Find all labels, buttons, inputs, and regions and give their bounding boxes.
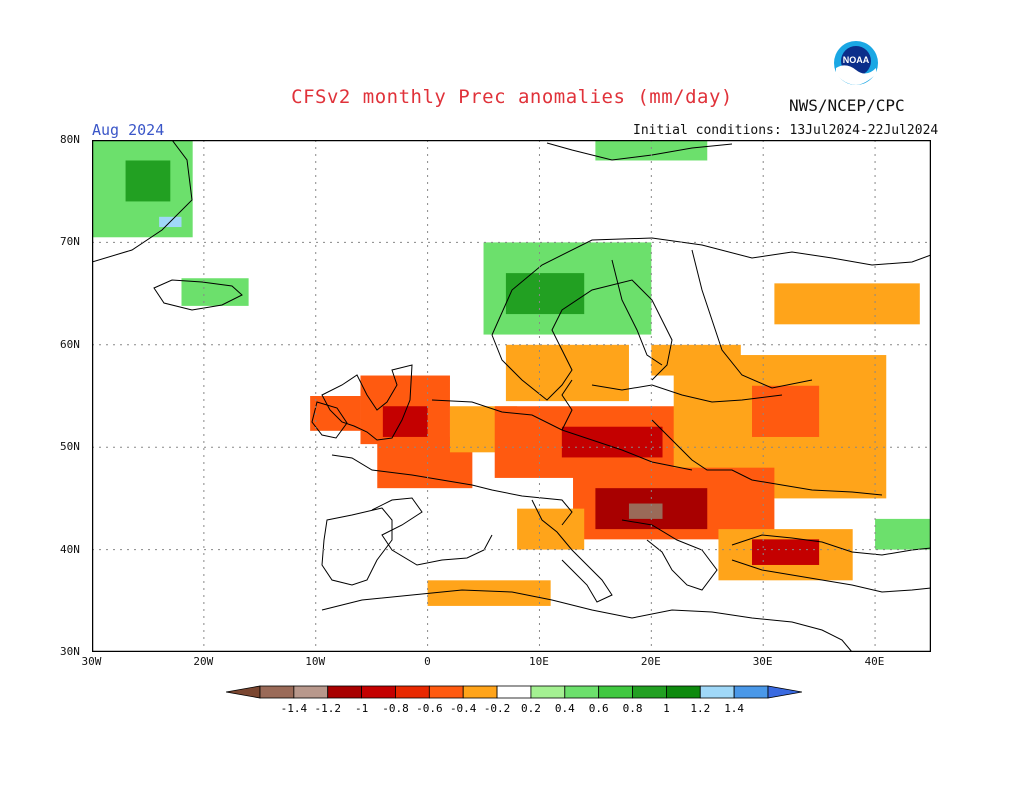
anomaly-region-norway-core bbox=[505, 273, 585, 315]
anomaly-region-iceland-wet bbox=[181, 278, 249, 306]
legend-tick-label: -1.2 bbox=[314, 702, 341, 715]
noaa-logo-text: NOAA bbox=[843, 55, 870, 65]
anomaly-region-central-europe-core bbox=[561, 426, 663, 458]
grid-lines bbox=[92, 140, 931, 652]
legend-tick-label: 1 bbox=[663, 702, 670, 715]
legend-swatch bbox=[564, 685, 600, 699]
legend-swatch bbox=[530, 685, 566, 699]
legend-tick-label: 1.2 bbox=[690, 702, 710, 715]
legend-swatch bbox=[699, 685, 735, 699]
anomaly-region-italy-dry bbox=[517, 508, 585, 550]
legend-swatch bbox=[361, 685, 396, 699]
anomaly-region-turkey-core bbox=[752, 539, 820, 565]
legend-tick-label: -0.6 bbox=[416, 702, 443, 715]
legend-tick-label: 0.2 bbox=[521, 702, 541, 715]
legend-swatch bbox=[767, 685, 802, 699]
legend-swatch bbox=[665, 685, 701, 699]
legend-tick-label: -0.2 bbox=[484, 702, 511, 715]
lon-tick-label: 40E bbox=[864, 655, 885, 668]
lat-tick-label: 30N bbox=[60, 645, 80, 658]
legend-tick-label: -0.4 bbox=[450, 702, 477, 715]
legend-tick-label: 1.4 bbox=[724, 702, 744, 715]
lon-tick-label: 30W bbox=[81, 655, 102, 668]
anomaly-region-caucasus-wet bbox=[875, 518, 931, 550]
lat-tick-label: 80N bbox=[60, 133, 80, 146]
legend-tick-label: 0.8 bbox=[623, 702, 643, 715]
lat-tick-label: 40N bbox=[60, 542, 80, 556]
anomaly-region-balkans-deep bbox=[628, 503, 663, 519]
anomaly-map bbox=[92, 140, 931, 652]
forecast-month: Aug 2024 bbox=[92, 121, 165, 139]
legend-tick-label: -0.8 bbox=[382, 702, 409, 715]
legend-tick-label: 0.4 bbox=[555, 702, 575, 715]
anomaly-region-north-africa-dry bbox=[427, 580, 551, 606]
legend-swatch bbox=[226, 685, 261, 699]
legend-tick-label: -1 bbox=[355, 702, 368, 715]
legend-swatch bbox=[259, 685, 295, 699]
organization-label: NWS/NCEP/CPC bbox=[789, 96, 905, 115]
lon-tick-label: 20E bbox=[640, 655, 661, 668]
legend-swatch bbox=[428, 685, 464, 699]
legend-tick-label: 0.6 bbox=[589, 702, 609, 715]
legend-swatch bbox=[632, 685, 667, 699]
anomaly-region-russia-core bbox=[752, 385, 820, 437]
anomaly-region-svalbard-wet bbox=[595, 140, 708, 161]
legend-tick-label: -1.4 bbox=[281, 702, 308, 715]
anomaly-region-scandinavia-south-dry bbox=[505, 344, 629, 402]
lat-tick-label: 60N bbox=[60, 337, 80, 351]
anomaly-region-baltic-dry bbox=[651, 344, 741, 376]
color-legend: -1.4 -1.2 -1 -0.8 -0.6 -0.4 -0.2 0.2 0.4 0.6 0.8 1 1… bbox=[226, 685, 802, 715]
lon-tick-label: 20W bbox=[193, 655, 214, 668]
map-title: CFSv2 monthly Prec anomalies (mm/day) bbox=[291, 86, 733, 108]
lon-tick-label: 30E bbox=[752, 655, 773, 668]
lat-tick-label: 50N bbox=[60, 440, 80, 454]
lat-tick-label: 70N bbox=[60, 235, 80, 249]
legend-swatch bbox=[327, 685, 362, 699]
legend-swatch bbox=[462, 685, 498, 699]
map-frame bbox=[92, 140, 931, 652]
legend-swatch bbox=[496, 685, 532, 699]
lon-tick-label: 0 bbox=[424, 655, 431, 668]
legend-swatch bbox=[395, 685, 430, 699]
legend-swatch bbox=[733, 685, 769, 699]
anomaly-region-greenland-core bbox=[125, 160, 171, 202]
lon-tick-label: 10W bbox=[305, 655, 326, 668]
legend-swatch bbox=[293, 685, 329, 699]
legend-swatch bbox=[598, 685, 633, 699]
initial-conditions: Initial conditions: 13Jul2024-22Jul2024 bbox=[633, 123, 939, 138]
anomaly-region-russia-north-dry bbox=[774, 283, 920, 325]
noaa-logo-icon: NOAA bbox=[833, 40, 879, 86]
anomaly-regions bbox=[92, 140, 931, 606]
coastlines bbox=[92, 140, 931, 652]
lon-tick-label: 10E bbox=[528, 655, 549, 668]
